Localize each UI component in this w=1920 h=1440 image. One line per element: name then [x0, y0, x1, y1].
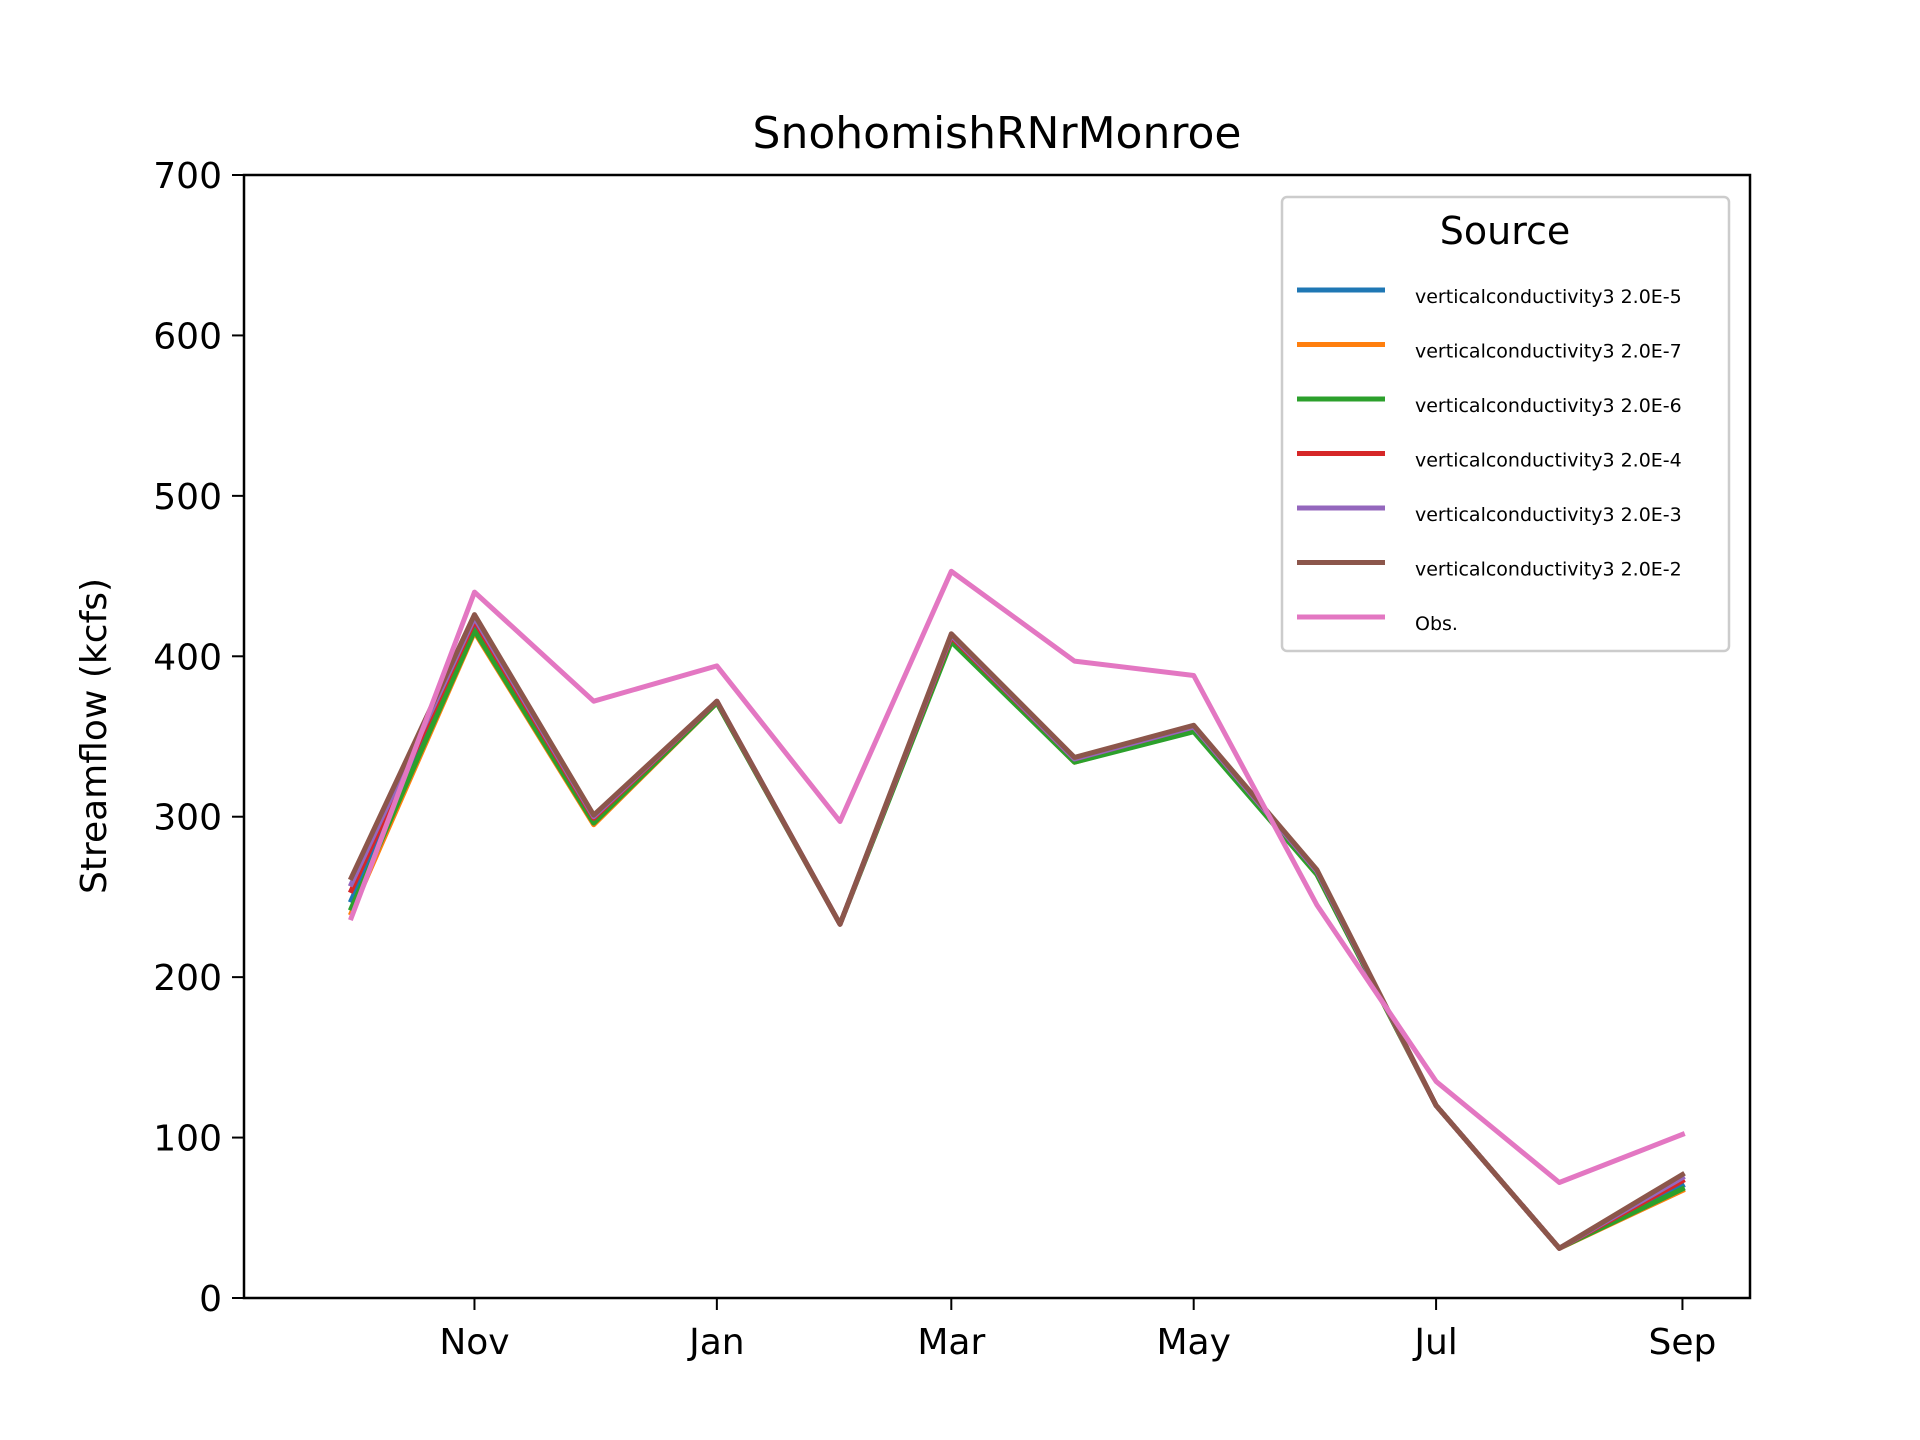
- legend-label-3: verticalconductivity3 2.0E-6: [1415, 395, 1682, 417]
- y-tick-label: 400: [153, 637, 222, 678]
- x-tick-label: May: [1156, 1322, 1230, 1363]
- x-tick-label: Sep: [1649, 1322, 1717, 1363]
- y-tick-label: 300: [153, 798, 222, 839]
- legend-label-5: verticalconductivity3 2.0E-3: [1415, 504, 1682, 526]
- y-tick-label: 700: [153, 156, 222, 197]
- x-tick-label: Nov: [439, 1322, 509, 1363]
- y-tick-label: 500: [153, 477, 222, 518]
- chart-title: SnohomishRNrMonroe: [753, 108, 1242, 159]
- legend: Source verticalconductivity3 2.0E-5verti…: [1280, 195, 1731, 653]
- x-tick-label: Mar: [917, 1322, 985, 1363]
- y-tick-label: 600: [153, 316, 222, 357]
- axes-layer: 0 100 200 300 400 500 600 700 Nov Jan Mar May Jul Sep: [153, 156, 1752, 1363]
- series-line-6: [347, 612, 1686, 1251]
- series-line-7: [348, 568, 1686, 1185]
- y-tick-label: 100: [153, 1119, 222, 1160]
- legend-label-6: verticalconductivity3 2.0E-2: [1415, 559, 1682, 581]
- y-tick-label: 0: [199, 1279, 222, 1320]
- legend-title: Source: [1440, 209, 1571, 253]
- plot-frame: [242, 173, 1752, 1300]
- y-tick-label: 200: [153, 958, 222, 999]
- x-tick-label: Jan: [687, 1322, 745, 1363]
- legend-label-7: Obs.: [1415, 613, 1458, 635]
- legend-label-1: verticalconductivity3 2.0E-5: [1415, 286, 1682, 308]
- legend-entries: verticalconductivity3 2.0E-5 verticalcond…: [1297, 286, 1682, 635]
- y-axis-label: Streamflow (kcfs): [74, 578, 115, 894]
- legend-frame: [1280, 195, 1731, 653]
- legend-label-4: verticalconductivity3 2.0E-4: [1415, 450, 1682, 472]
- series-layer: [347, 568, 1686, 1251]
- x-tick-label: Jul: [1412, 1322, 1457, 1363]
- legend-label-2: verticalconductivity3 2.0E-7: [1415, 341, 1682, 363]
